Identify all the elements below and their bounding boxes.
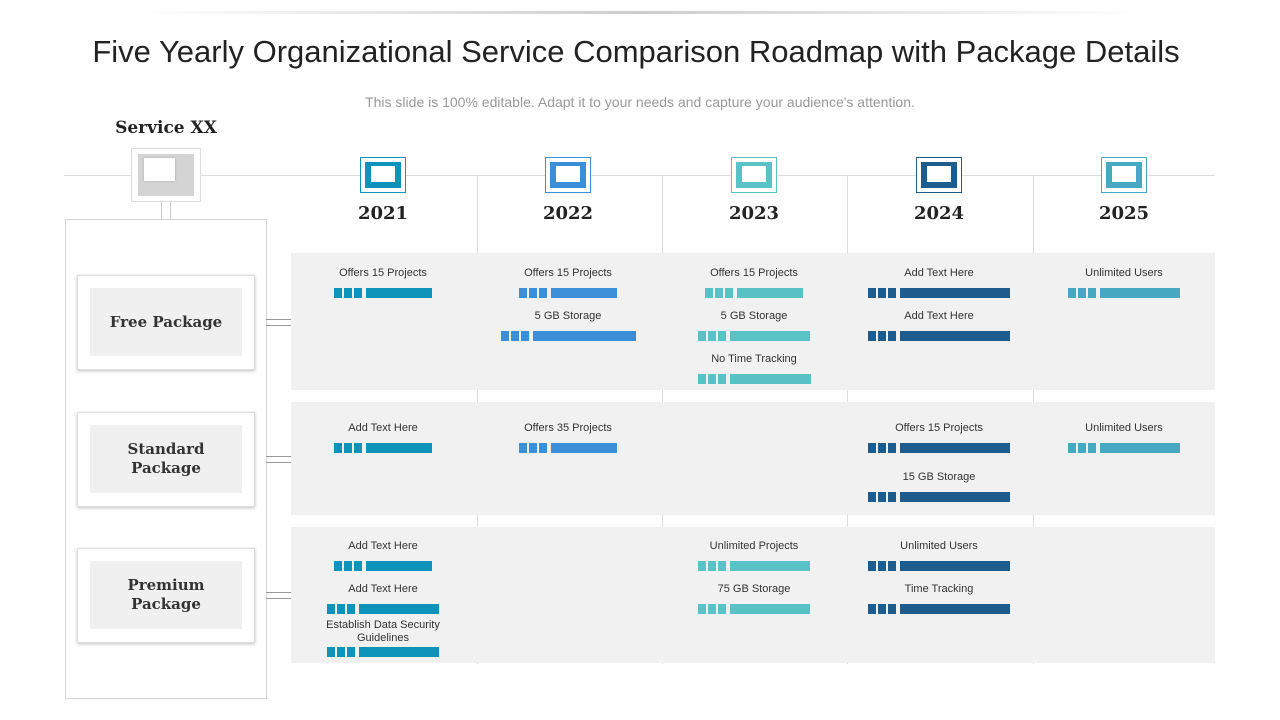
standard-package-band (291, 402, 1215, 515)
feature-label: Add Text Here (348, 422, 418, 434)
progress-bar (327, 647, 439, 657)
feature-label: Unlimited Users (1085, 267, 1163, 279)
progress-bar (868, 288, 1010, 298)
progress-bar (868, 492, 1010, 502)
progress-bar (698, 604, 810, 614)
feature-label: Unlimited Projects (709, 540, 799, 552)
slide-subtitle: This slide is 100% editable. Adapt it to… (365, 94, 915, 110)
progress-bar (705, 288, 803, 298)
window-icon (131, 148, 201, 202)
progress-bar (698, 331, 810, 341)
progress-bar (334, 443, 432, 453)
window-icon (916, 157, 962, 193)
slide-title: Five Yearly Organizational Service Compa… (92, 34, 1180, 69)
connector (266, 592, 291, 599)
feature-label: Offers 15 Projects (524, 267, 612, 279)
feature-label: 5 GB Storage (720, 310, 788, 322)
top-divider (140, 11, 1140, 14)
feature-label: Add Text Here (904, 310, 974, 322)
feature-label: Offers 15 Projects (710, 267, 798, 279)
package-label: Free Package (90, 288, 242, 356)
progress-bar (868, 443, 1010, 453)
feature-label: Offers 15 Projects (895, 422, 983, 434)
connector (266, 456, 291, 463)
progress-bar (868, 604, 1010, 614)
free-package-band (291, 253, 1215, 390)
feature-label: 5 GB Storage (534, 310, 602, 322)
progress-bar (697, 374, 811, 384)
feature-label: Add Text Here (904, 267, 974, 279)
progress-bar (327, 604, 439, 614)
window-icon (1101, 157, 1147, 193)
progress-bar (1068, 443, 1180, 453)
timeline-line (64, 175, 1215, 176)
package-label: Premium Package (90, 561, 242, 629)
year-label: 2023 (728, 203, 780, 224)
progress-bar (519, 288, 617, 298)
window-icon (360, 157, 406, 193)
year-label: 2022 (542, 203, 594, 224)
connector (161, 202, 171, 219)
feature-label: Add Text Here (348, 583, 418, 595)
feature-label: 75 GB Storage (717, 583, 791, 595)
feature-label: Establish Data Security Guidelines (326, 619, 440, 644)
progress-bar (1068, 288, 1180, 298)
feature-label: Add Text Here (348, 540, 418, 552)
window-icon (545, 157, 591, 193)
feature-label: Time Tracking (904, 583, 974, 595)
connector (266, 319, 291, 326)
progress-bar (868, 331, 1010, 341)
progress-bar (334, 288, 432, 298)
progress-bar (334, 561, 432, 571)
progress-bar (519, 443, 617, 453)
feature-label: Unlimited Users (1085, 422, 1163, 434)
package-card-standard: Standard Package (77, 412, 255, 507)
package-card-premium: Premium Package (77, 548, 255, 643)
premium-package-band (291, 527, 1215, 663)
progress-bar (698, 561, 810, 571)
progress-bar (500, 331, 636, 341)
year-label: 2025 (1098, 203, 1150, 224)
package-card-free: Free Package (77, 275, 255, 370)
window-icon (731, 157, 777, 193)
service-title: Service XX (115, 118, 217, 138)
feature-label: Offers 15 Projects (339, 267, 427, 279)
package-label: Standard Package (90, 425, 242, 493)
feature-label: Unlimited Users (900, 540, 978, 552)
year-label: 2024 (913, 203, 965, 224)
progress-bar (868, 561, 1010, 571)
feature-label: No Time Tracking (711, 353, 797, 365)
year-label: 2021 (357, 203, 409, 224)
feature-label: Offers 35 Projects (524, 422, 612, 434)
feature-label: 15 GB Storage (902, 471, 976, 483)
